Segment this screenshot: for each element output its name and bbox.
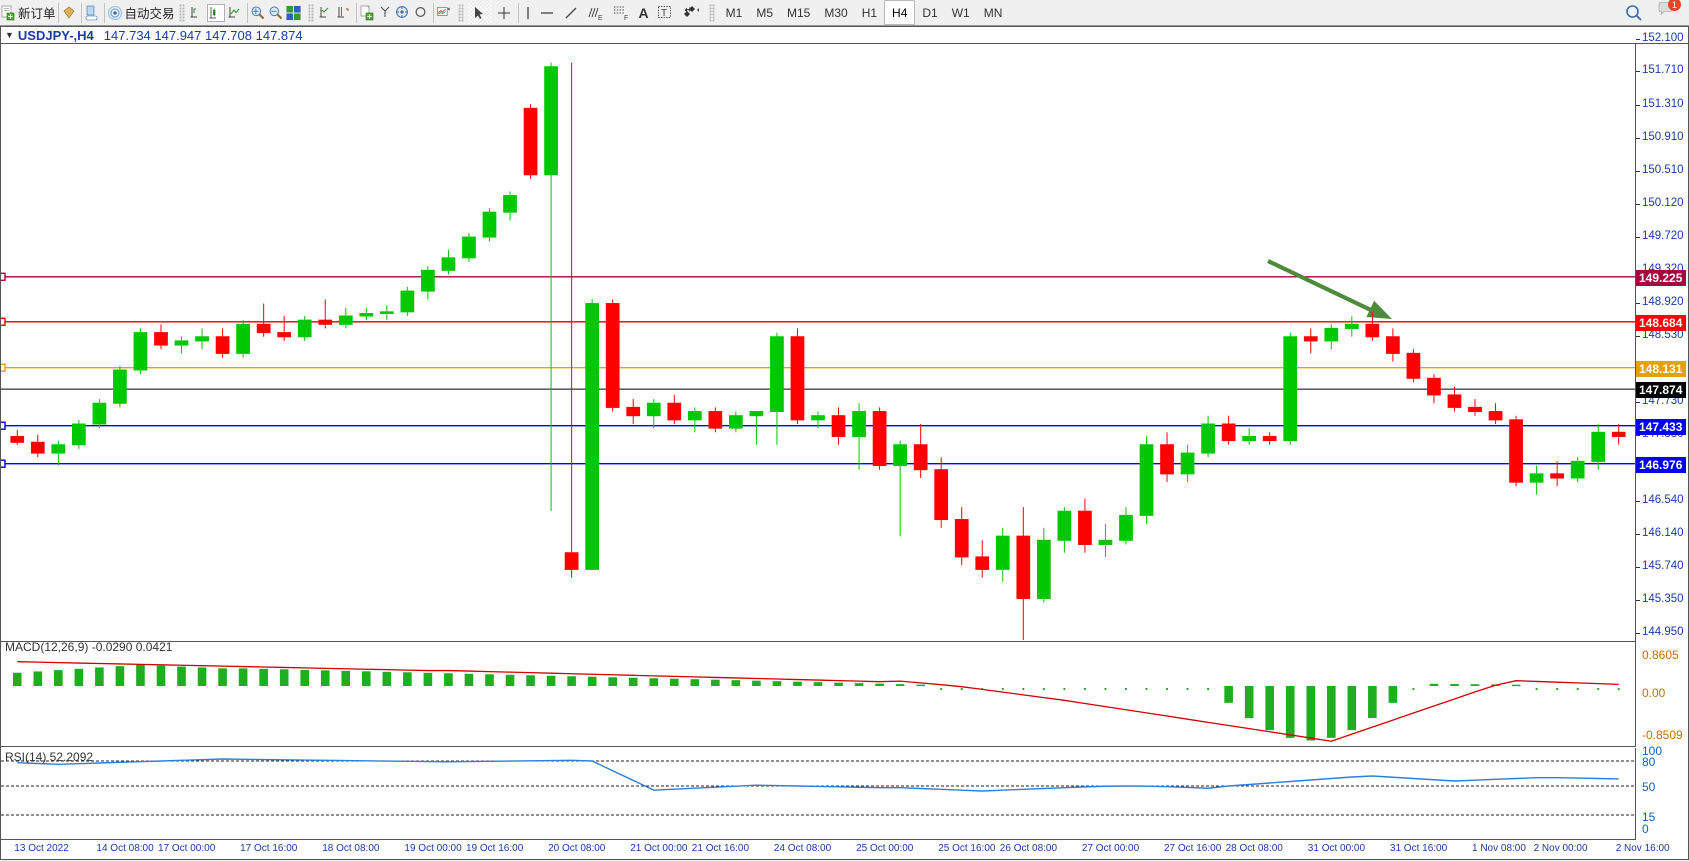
svg-text:T: T	[661, 8, 667, 19]
svg-text:F: F	[624, 15, 628, 21]
svg-text:E: E	[598, 15, 603, 21]
